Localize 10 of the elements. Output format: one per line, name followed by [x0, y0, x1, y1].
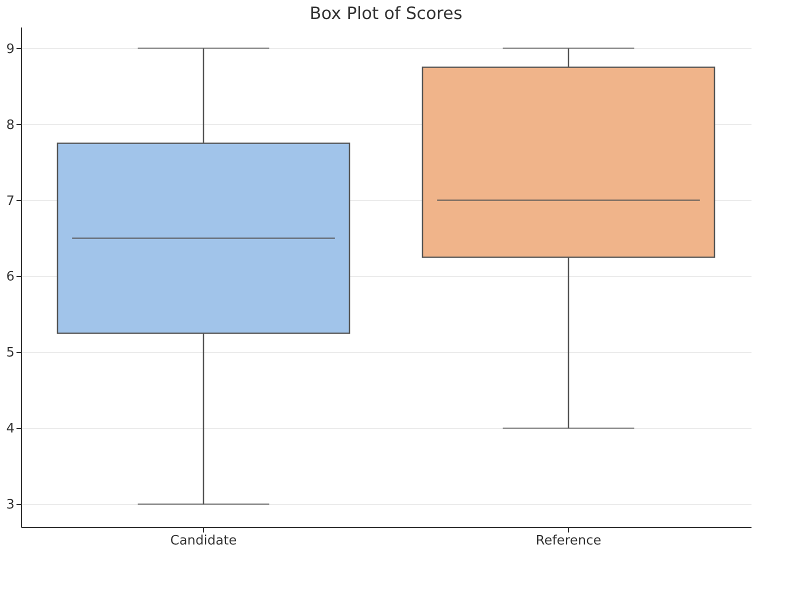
- chart-title: Box Plot of Scores: [310, 4, 462, 24]
- y-tick-label: 5: [6, 346, 14, 361]
- y-tick-label: 3: [6, 498, 14, 513]
- y-tick-label: 8: [6, 118, 14, 133]
- y-tick-label: 4: [6, 422, 14, 437]
- x-tick-label: Candidate: [170, 534, 237, 548]
- y-tick-label: 7: [6, 194, 14, 209]
- y-tick-label: 9: [6, 42, 14, 57]
- x-tick-label: Reference: [536, 534, 602, 548]
- y-tick-label: 6: [6, 270, 14, 285]
